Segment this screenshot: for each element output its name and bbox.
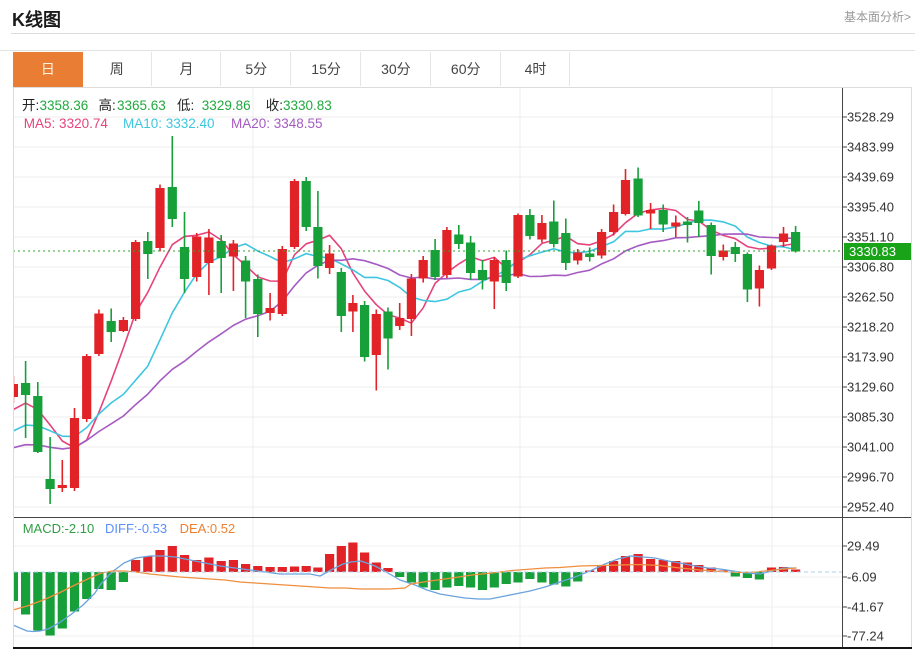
svg-text:-41.67: -41.67 xyxy=(847,600,884,615)
svg-text:3528.29: 3528.29 xyxy=(847,110,894,125)
svg-text:3129.60: 3129.60 xyxy=(847,380,894,395)
svg-text:-6.09: -6.09 xyxy=(847,570,877,585)
svg-text:3395.40: 3395.40 xyxy=(847,200,894,215)
svg-text:3483.99: 3483.99 xyxy=(847,140,894,155)
svg-text:29.49: 29.49 xyxy=(847,539,880,554)
svg-text:3306.80: 3306.80 xyxy=(847,260,894,275)
svg-text:3330.83: 3330.83 xyxy=(849,244,896,259)
svg-text:3173.90: 3173.90 xyxy=(847,350,894,365)
svg-text:3218.20: 3218.20 xyxy=(847,320,894,335)
svg-text:3085.30: 3085.30 xyxy=(847,410,894,425)
svg-text:3439.69: 3439.69 xyxy=(847,170,894,185)
svg-text:3351.10: 3351.10 xyxy=(847,230,894,245)
svg-text:-77.24: -77.24 xyxy=(847,629,884,644)
svg-text:3041.00: 3041.00 xyxy=(847,440,894,455)
svg-text:开:3358.36高:3365.63低:3329.86收:3: 开:3358.36 高:3365.63 低: 3329.86 收:3330.83 xyxy=(22,97,332,113)
svg-text:3262.50: 3262.50 xyxy=(847,290,894,305)
svg-text:2996.70: 2996.70 xyxy=(847,470,894,485)
svg-text:2952.40: 2952.40 xyxy=(847,500,894,515)
